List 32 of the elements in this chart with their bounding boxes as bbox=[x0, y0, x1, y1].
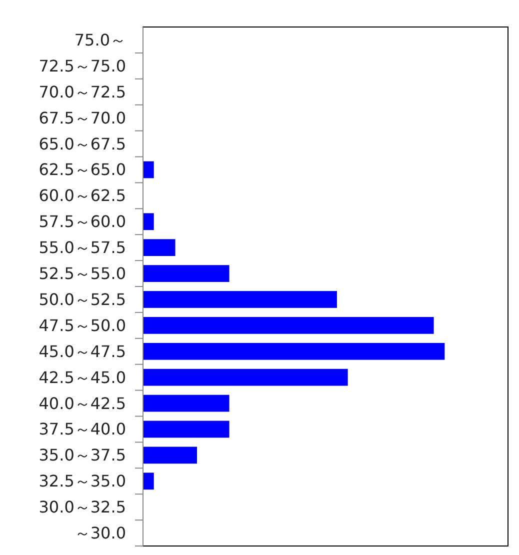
y-tick-label: 57.5～60.0 bbox=[38, 212, 126, 232]
y-tick-label: ～30.0 bbox=[74, 524, 126, 543]
bar bbox=[143, 239, 176, 256]
y-tick-label: 35.0～37.5 bbox=[38, 446, 126, 465]
bar bbox=[143, 161, 154, 178]
bar bbox=[143, 394, 230, 412]
bar bbox=[143, 446, 197, 464]
bar bbox=[143, 316, 434, 334]
y-tick-label: 42.5～45.0 bbox=[38, 368, 126, 387]
bar bbox=[143, 213, 154, 230]
y-tick-label: 47.5～50.0 bbox=[38, 316, 126, 335]
bar bbox=[143, 291, 337, 308]
bar bbox=[143, 265, 230, 282]
y-tick-label: 37.5～40.0 bbox=[38, 420, 126, 439]
y-tick-label: 72.5～75.0 bbox=[38, 56, 126, 76]
y-tick-label: 52.5～55.0 bbox=[38, 264, 126, 284]
y-tick-label: 65.0～67.5 bbox=[38, 134, 126, 154]
y-tick-label: 55.0～57.5 bbox=[38, 238, 126, 258]
y-tick-label: 40.0～42.5 bbox=[38, 394, 126, 413]
bar bbox=[143, 342, 445, 360]
y-tick-label: 45.0～47.5 bbox=[38, 342, 126, 361]
bar bbox=[143, 368, 348, 386]
y-tick-label: 32.5～35.0 bbox=[38, 472, 126, 491]
bar bbox=[143, 420, 230, 438]
y-tick-label: 60.0～62.5 bbox=[38, 186, 126, 206]
y-tick-label: 67.5～70.0 bbox=[38, 108, 126, 128]
y-tick-label: 62.5～65.0 bbox=[38, 160, 126, 180]
y-tick-label: 50.0～52.5 bbox=[38, 290, 126, 309]
y-tick-label: 30.0～32.5 bbox=[38, 498, 126, 517]
y-tick-label: 75.0～ bbox=[74, 30, 126, 50]
bar bbox=[143, 472, 154, 490]
y-tick-label: 70.0～72.5 bbox=[38, 82, 126, 102]
